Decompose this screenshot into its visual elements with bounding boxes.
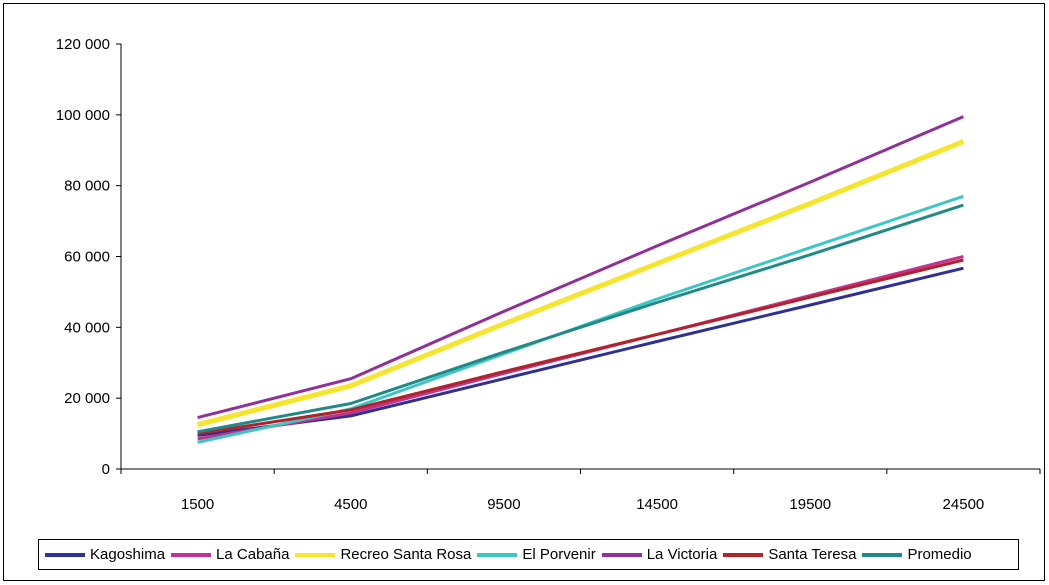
chart-axes: 0 20 000 40 000 60 000 80 000 100 000 120 000 1… xyxy=(56,36,1041,513)
legend-item: La Cabaña xyxy=(171,546,289,563)
legend-item: Promedio xyxy=(862,546,972,563)
legend-label: El Porvenir xyxy=(522,546,596,563)
legend-item: Santa Teresa xyxy=(723,546,856,563)
series-line-promedio xyxy=(197,203,964,434)
x-tick-label: 19500 xyxy=(789,496,831,513)
legend-label: Recreo Santa Rosa xyxy=(340,546,472,563)
legend-swatch xyxy=(477,552,518,557)
series-line-recreo-santa-rosa xyxy=(196,139,965,428)
x-tick-label: 24500 xyxy=(943,496,985,513)
legend-swatch xyxy=(171,552,212,557)
x-tick-label: 1500 xyxy=(181,496,214,513)
x-tick-label: 14500 xyxy=(636,496,678,513)
y-tick-label: 60 000 xyxy=(64,249,110,266)
x-tick-label: 4500 xyxy=(334,496,367,513)
y-tick-label: 0 xyxy=(102,461,110,478)
chart-frame xyxy=(3,3,1045,581)
y-tick-label: 40 000 xyxy=(64,319,110,336)
series-line-el-porvenir xyxy=(197,194,964,444)
legend-item: Kagoshima xyxy=(45,546,165,563)
series-line-santa-teresa xyxy=(197,258,964,436)
legend-swatch xyxy=(862,552,903,557)
y-tick-label: 80 000 xyxy=(64,178,110,195)
series-line-kagoshima xyxy=(197,266,964,437)
chart-series-lines xyxy=(196,115,965,444)
legend: Kagoshima La Cabaña Recreo Santa Rosa El Po… xyxy=(38,539,1019,570)
series-line-la-victoria xyxy=(197,115,964,420)
x-tick-label: 9500 xyxy=(487,496,520,513)
legend-swatch xyxy=(723,552,764,557)
legend-item: La Victoria xyxy=(601,546,718,563)
y-tick-label: 120 000 xyxy=(56,36,110,53)
legend-label: La Victoria xyxy=(646,546,718,563)
legend-label: Promedio xyxy=(907,546,972,563)
legend-label: Santa Teresa xyxy=(768,546,857,563)
legend-item: Recreo Santa Rosa xyxy=(295,546,471,563)
legend-label: Kagoshima xyxy=(90,546,166,563)
legend-swatch xyxy=(295,552,336,557)
legend-swatch xyxy=(45,552,85,557)
legend-item: El Porvenir xyxy=(477,546,596,563)
legend-swatch xyxy=(601,552,642,557)
legend-label: La Cabaña xyxy=(216,546,290,563)
y-tick-label: 20 000 xyxy=(64,390,110,407)
y-tick-label: 100 000 xyxy=(56,107,110,124)
